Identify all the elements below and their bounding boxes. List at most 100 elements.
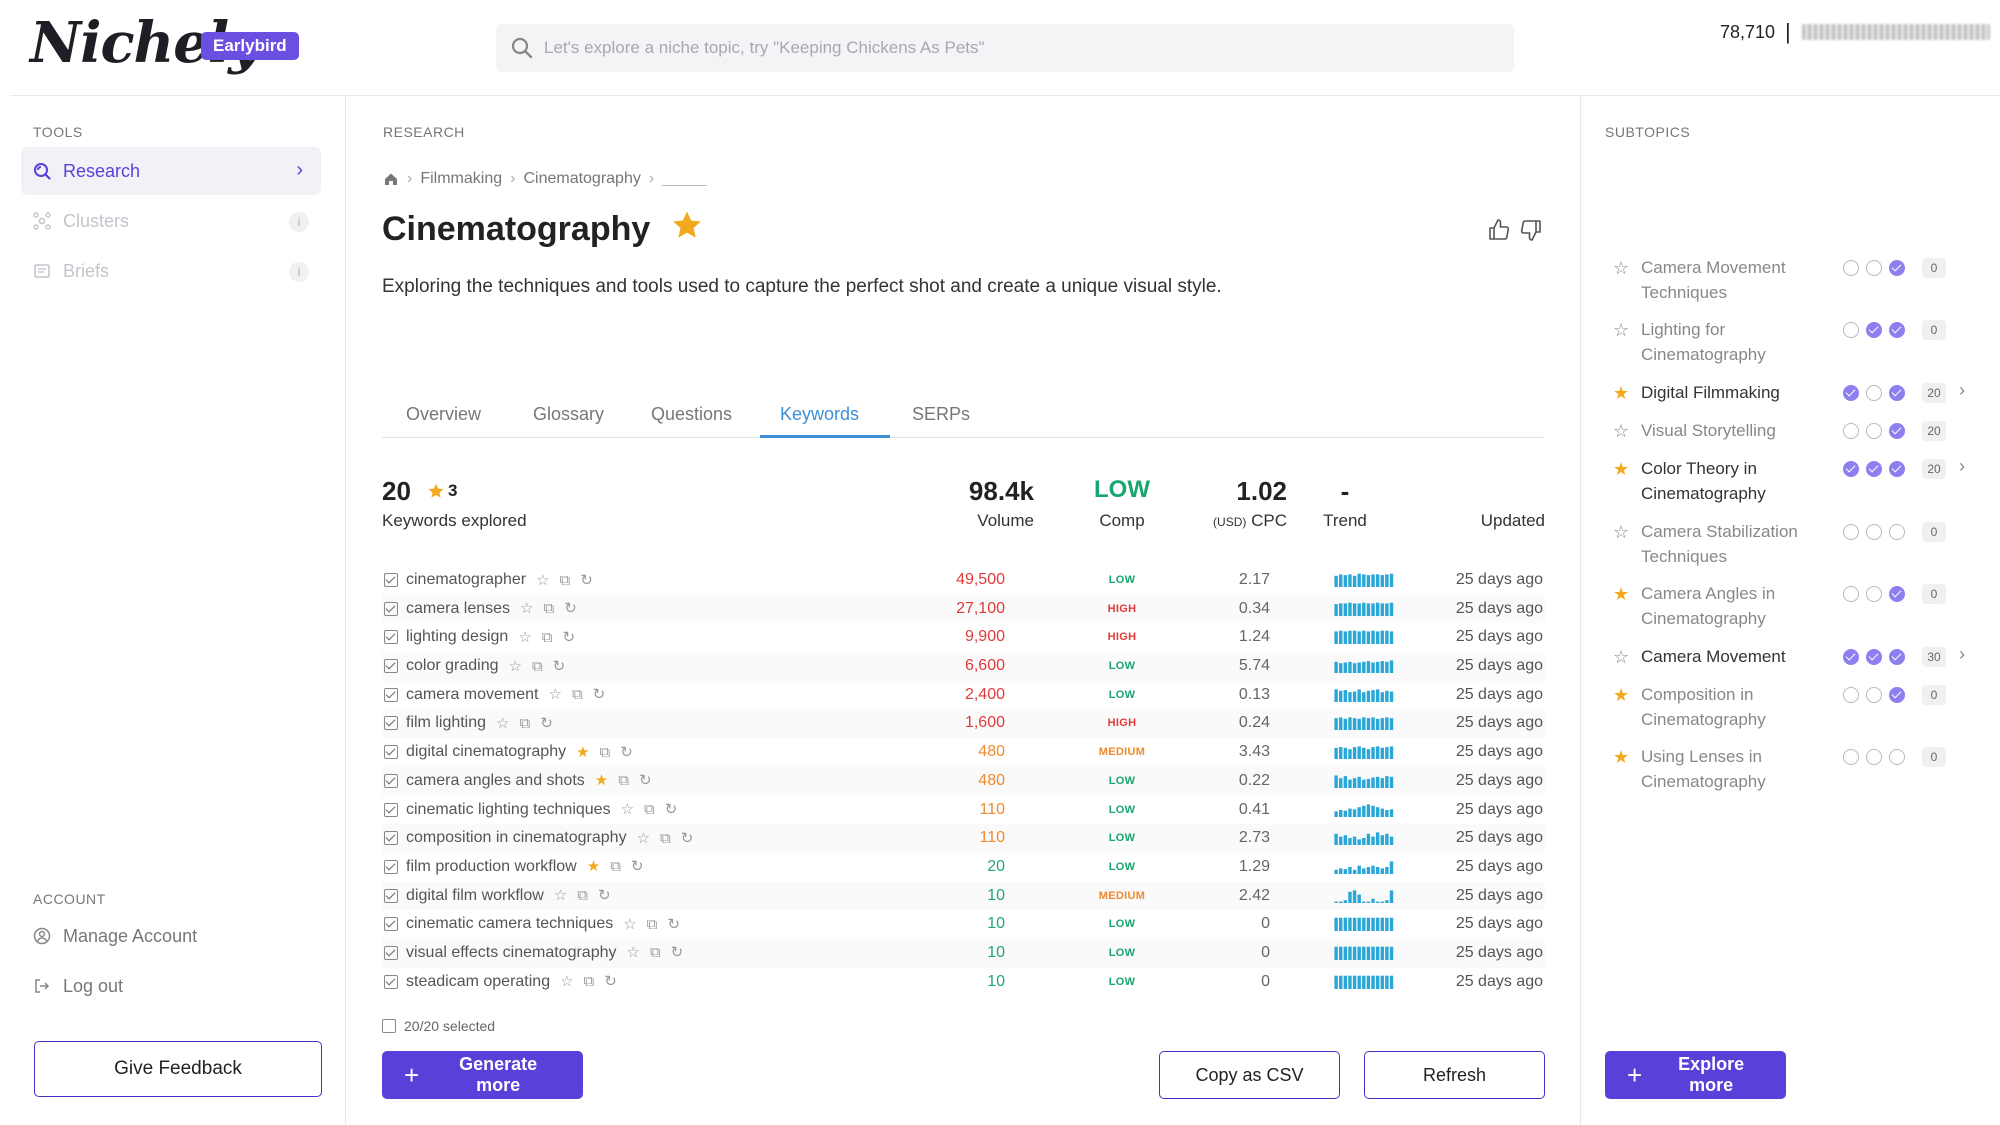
refresh-icon[interactable]: ↻ [630,858,644,876]
star-icon[interactable]: ☆ [1613,522,1630,542]
give-feedback-button[interactable]: Give Feedback [34,1041,322,1097]
keyword-text[interactable]: camera angles and shots [406,771,585,789]
tab-keywords[interactable]: Keywords [780,404,860,424]
row-checkbox[interactable] [384,802,398,817]
open-external-icon[interactable]: ⧉ [571,686,583,704]
open-external-icon[interactable]: ⧉ [583,973,595,991]
chevron-right-icon[interactable]: › [1959,456,1965,476]
keyword-text[interactable]: lighting design [406,628,509,646]
open-external-icon[interactable]: ⧉ [577,887,588,905]
refresh-icon[interactable]: ↻ [540,714,553,732]
keyword-text[interactable]: cinematographer [406,571,527,588]
star-icon[interactable]: ☆ [548,686,562,704]
row-checkbox[interactable] [384,601,398,616]
open-external-icon[interactable]: ⧉ [559,571,571,589]
refresh-icon[interactable]: ↻ [562,628,576,646]
sidebar-item-briefs[interactable]: Briefs i [21,247,321,295]
star-icon[interactable]: ☆ [518,628,532,646]
subtopic-name[interactable]: Composition in Cinematography [1641,685,1766,729]
star-icon[interactable]: ☆ [536,571,550,589]
star-icon[interactable]: ☆ [520,600,534,618]
refresh-icon[interactable]: ↻ [638,772,652,790]
refresh-icon[interactable]: ↻ [580,571,593,589]
open-external-icon[interactable]: ⧉ [646,915,658,933]
open-external-icon[interactable]: ⧉ [519,714,531,732]
refresh-button[interactable]: Refresh [1364,1051,1545,1099]
open-external-icon[interactable]: ⧉ [543,600,555,618]
star-icon[interactable]: ☆ [626,944,640,962]
star-icon[interactable]: ☆ [1613,258,1630,278]
star-icon[interactable]: ☆ [1613,320,1630,340]
keyword-text[interactable]: visual effects cinematography [406,943,617,961]
open-external-icon[interactable]: ⧉ [618,772,629,790]
open-external-icon[interactable]: ⧉ [541,628,553,646]
row-checkbox[interactable] [384,917,398,932]
subtopic-name[interactable]: Color Theory in Cinematography [1641,459,1766,503]
row-checkbox[interactable] [384,716,398,731]
select-all-checkbox[interactable] [382,1019,396,1033]
favorite-star-icon[interactable] [670,208,704,242]
refresh-icon[interactable]: ↻ [552,657,566,675]
star-icon[interactable]: ☆ [553,887,568,905]
search-bar[interactable] [496,24,1514,72]
keyword-text[interactable]: digital film workflow [406,886,544,904]
refresh-icon[interactable]: ↻ [592,686,606,704]
subtopic-name[interactable]: Camera Movement Techniques [1641,258,1786,302]
subtopic-name[interactable]: Digital Filmmaking [1641,383,1780,402]
keyword-text[interactable]: camera lenses [406,599,511,617]
tab-questions[interactable]: Questions [651,404,733,424]
star-icon[interactable]: ☆ [620,801,635,818]
keyword-text[interactable]: color grading [406,657,499,675]
generate-more-button[interactable]: + Generate more [382,1051,583,1099]
home-icon[interactable] [383,171,399,187]
keyword-text[interactable]: cinematic camera techniques [406,915,614,933]
subtopic-name[interactable]: Camera Angles in Cinematography [1641,584,1776,628]
refresh-icon[interactable]: ↻ [667,915,680,933]
breadcrumb-item[interactable]: Cinematography [523,170,641,187]
manage-account-link[interactable]: Manage Account [21,916,321,956]
star-icon[interactable]: ☆ [496,714,510,732]
row-checkbox[interactable] [384,745,398,760]
star-icon[interactable]: ★ [576,743,590,761]
star-icon[interactable]: ★ [1613,383,1630,403]
row-checkbox[interactable] [384,573,398,587]
refresh-icon[interactable]: ↻ [680,829,694,847]
row-checkbox[interactable] [384,974,398,989]
row-checkbox[interactable] [384,888,398,903]
keyword-text[interactable]: composition in cinematography [406,829,627,847]
open-external-icon[interactable]: ⧉ [610,858,621,876]
star-icon[interactable]: ★ [586,858,601,876]
tab-glossary[interactable]: Glossary [533,404,605,424]
search-input[interactable] [544,24,1484,72]
subtopic-name[interactable]: Visual Storytelling [1641,421,1776,440]
subtopic-name[interactable]: Camera Stabilization Techniques [1641,522,1798,566]
logout-link[interactable]: Log out [21,966,321,1006]
subtopic-name[interactable]: Lighting for Cinematography [1641,320,1766,364]
star-icon[interactable]: ☆ [508,657,522,675]
keyword-text[interactable]: cinematic lighting techniques [406,800,611,818]
open-external-icon[interactable]: ⧉ [644,801,655,818]
chevron-right-icon[interactable]: › [1959,380,1965,400]
row-checkbox[interactable] [384,831,398,846]
star-icon[interactable]: ☆ [1613,421,1630,441]
keyword-text[interactable]: film lighting [406,714,487,732]
keyword-text[interactable]: digital cinematography [406,743,567,761]
star-icon[interactable]: ★ [1613,685,1630,705]
row-checkbox[interactable] [384,659,398,674]
star-icon[interactable]: ☆ [1613,647,1630,667]
info-icon[interactable]: i [289,212,309,232]
subtopic-name[interactable]: Camera Movement [1641,647,1786,666]
row-checkbox[interactable] [384,945,398,960]
chevron-right-icon[interactable]: › [1959,644,1965,664]
info-icon[interactable]: i [289,262,309,282]
sidebar-item-research[interactable]: Research › [21,147,321,195]
refresh-icon[interactable]: ↻ [597,887,611,905]
thumbs-up-icon[interactable] [1487,218,1511,242]
star-icon[interactable]: ★ [1613,459,1630,479]
star-icon[interactable]: ☆ [560,973,574,991]
star-icon[interactable]: ☆ [636,829,651,847]
open-external-icon[interactable]: ⧉ [660,829,671,847]
tab-overview[interactable]: Overview [406,404,482,424]
row-checkbox[interactable] [384,859,398,874]
breadcrumb-item[interactable]: Filmmaking [420,170,503,187]
